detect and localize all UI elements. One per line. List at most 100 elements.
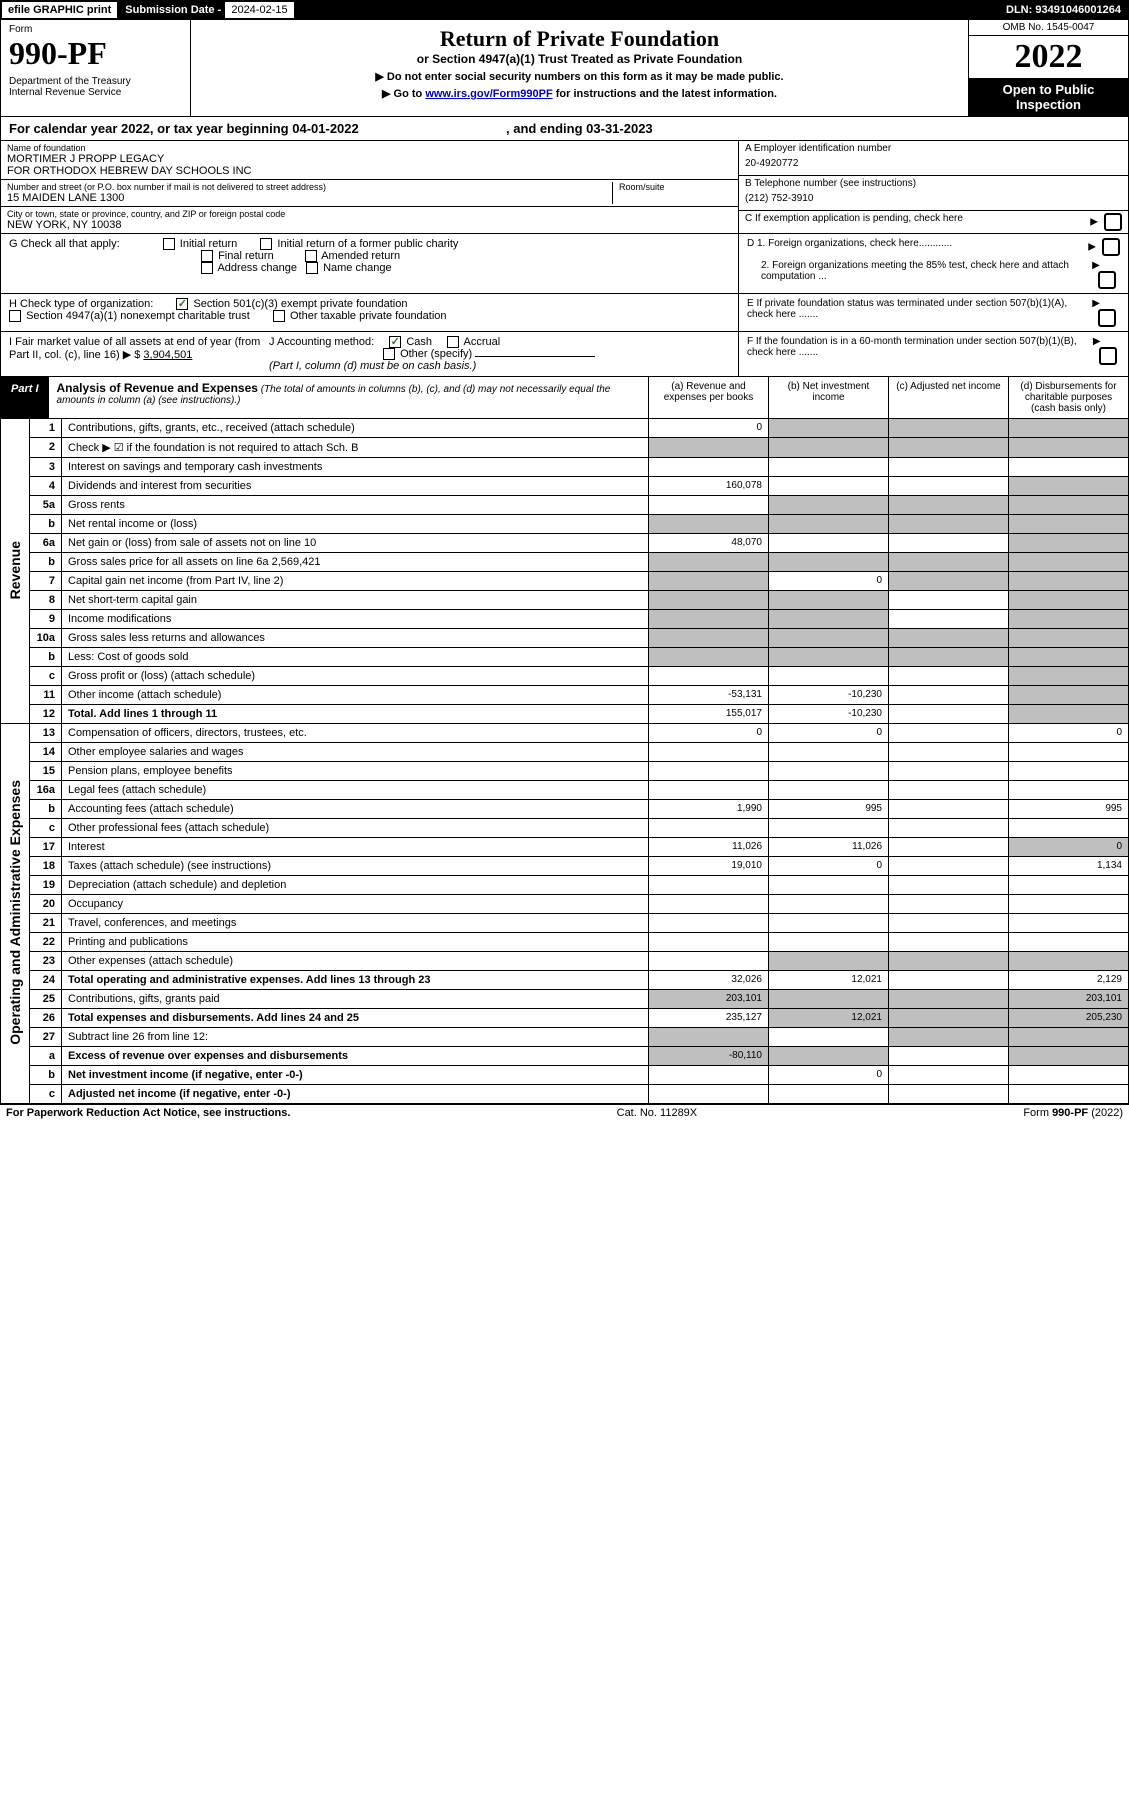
g-amended-checkbox[interactable]: [305, 250, 317, 262]
d2-checkbox[interactable]: [1098, 271, 1116, 289]
cell-value: [1009, 438, 1129, 458]
g-former-checkbox[interactable]: [260, 238, 272, 250]
cell-value: 0: [649, 724, 769, 743]
g-address-checkbox[interactable]: [201, 262, 213, 274]
d1-checkbox[interactable]: [1102, 238, 1120, 256]
cell-value: [769, 458, 889, 477]
efile-badge[interactable]: efile GRAPHIC print: [2, 2, 117, 18]
cell-value: [889, 838, 1009, 857]
line-number: 25: [30, 990, 62, 1009]
cell-value: [1009, 419, 1129, 438]
cell-value: 19,010: [649, 857, 769, 876]
line-number: 27: [30, 1028, 62, 1047]
tax-year: 2022: [969, 36, 1128, 78]
cell-value: 11,026: [769, 838, 889, 857]
line-desc: Legal fees (attach schedule): [62, 781, 649, 800]
line-number: b: [30, 553, 62, 572]
line-desc: Occupancy: [62, 895, 649, 914]
cell-value: [889, 933, 1009, 952]
cell-value: [649, 762, 769, 781]
line-number: 10a: [30, 629, 62, 648]
line-number: b: [30, 515, 62, 534]
line-number: c: [30, 819, 62, 838]
cell-value: 2,129: [1009, 971, 1129, 990]
cell-value: [769, 667, 889, 686]
e-checkbox[interactable]: [1098, 309, 1116, 327]
cell-value: [1009, 895, 1129, 914]
j-other-checkbox[interactable]: [383, 348, 395, 360]
cell-value: [1009, 667, 1129, 686]
open-public: Open to Public Inspection: [969, 78, 1128, 116]
cell-value: [889, 895, 1009, 914]
cell-value: [889, 857, 1009, 876]
cell-value: [769, 515, 889, 534]
form-number: 990-PF: [9, 35, 182, 72]
cell-value: [889, 724, 1009, 743]
table-row: 7Capital gain net income (from Part IV, …: [1, 572, 1129, 591]
cell-value: [1009, 952, 1129, 971]
cell-value: [1009, 534, 1129, 553]
h-501c3-checkbox[interactable]: [176, 298, 188, 310]
address-row: Number and street (or P.O. box number if…: [1, 180, 738, 207]
line-desc: Excess of revenue over expenses and disb…: [62, 1047, 649, 1066]
g-initial-checkbox[interactable]: [163, 238, 175, 250]
cell-value: 1,134: [1009, 857, 1129, 876]
col-c-header: (c) Adjusted net income: [888, 377, 1008, 418]
cell-value: [889, 419, 1009, 438]
part1-desc: Analysis of Revenue and Expenses (The to…: [49, 377, 648, 418]
cell-value: [649, 876, 769, 895]
h-4947-checkbox[interactable]: [9, 310, 21, 322]
cell-value: [1009, 686, 1129, 705]
cell-value: [889, 686, 1009, 705]
cell-value: [769, 419, 889, 438]
line-number: 18: [30, 857, 62, 876]
j-cash-checkbox[interactable]: [389, 336, 401, 348]
f-checkbox[interactable]: [1099, 347, 1117, 365]
col-d-header: (d) Disbursements for charitable purpose…: [1008, 377, 1128, 418]
cell-value: [889, 781, 1009, 800]
i-j-row: I Fair market value of all assets at end…: [0, 332, 1129, 377]
line-desc: Contributions, gifts, grants paid: [62, 990, 649, 1009]
h-other-checkbox[interactable]: [273, 310, 285, 322]
table-row: 25Contributions, gifts, grants paid203,1…: [1, 990, 1129, 1009]
table-row: cAdjusted net income (if negative, enter…: [1, 1085, 1129, 1104]
line-number: 12: [30, 705, 62, 724]
line-number: 3: [30, 458, 62, 477]
line-number: 20: [30, 895, 62, 914]
cell-value: [649, 515, 769, 534]
g-name-checkbox[interactable]: [306, 262, 318, 274]
cell-value: [769, 553, 889, 572]
table-row: 12Total. Add lines 1 through 11155,017-1…: [1, 705, 1129, 724]
table-row: bGross sales price for all assets on lin…: [1, 553, 1129, 572]
table-row: 10aGross sales less returns and allowanc…: [1, 629, 1129, 648]
line-number: 13: [30, 724, 62, 743]
cell-value: [889, 1009, 1009, 1028]
cell-value: [769, 610, 889, 629]
cell-value: [889, 515, 1009, 534]
note-1: ▶ Do not enter social security numbers o…: [203, 70, 956, 83]
cell-value: [889, 458, 1009, 477]
line-desc: Gross sales price for all assets on line…: [62, 553, 649, 572]
cell-value: [769, 1085, 889, 1104]
cell-value: [889, 990, 1009, 1009]
omb: OMB No. 1545-0047: [969, 20, 1128, 36]
line-number: 6a: [30, 534, 62, 553]
cell-value: [649, 648, 769, 667]
line-number: 11: [30, 686, 62, 705]
cell-value: [1009, 648, 1129, 667]
j-accrual-checkbox[interactable]: [447, 336, 459, 348]
line-number: 26: [30, 1009, 62, 1028]
cell-value: 0: [1009, 838, 1129, 857]
table-row: 8Net short-term capital gain: [1, 591, 1129, 610]
cell-value: [769, 743, 889, 762]
irs-link[interactable]: www.irs.gov/Form990PF: [425, 88, 552, 100]
main-table: Revenue1Contributions, gifts, grants, et…: [0, 419, 1129, 1104]
line-desc: Accounting fees (attach schedule): [62, 800, 649, 819]
g-final-checkbox[interactable]: [201, 250, 213, 262]
line-desc: Other professional fees (attach schedule…: [62, 819, 649, 838]
form-subtitle: or Section 4947(a)(1) Trust Treated as P…: [203, 52, 956, 66]
line-number: 2: [30, 438, 62, 458]
header-right: OMB No. 1545-0047 2022 Open to Public In…: [968, 20, 1128, 116]
c-checkbox[interactable]: [1104, 213, 1122, 231]
footer: For Paperwork Reduction Act Notice, see …: [0, 1104, 1129, 1121]
